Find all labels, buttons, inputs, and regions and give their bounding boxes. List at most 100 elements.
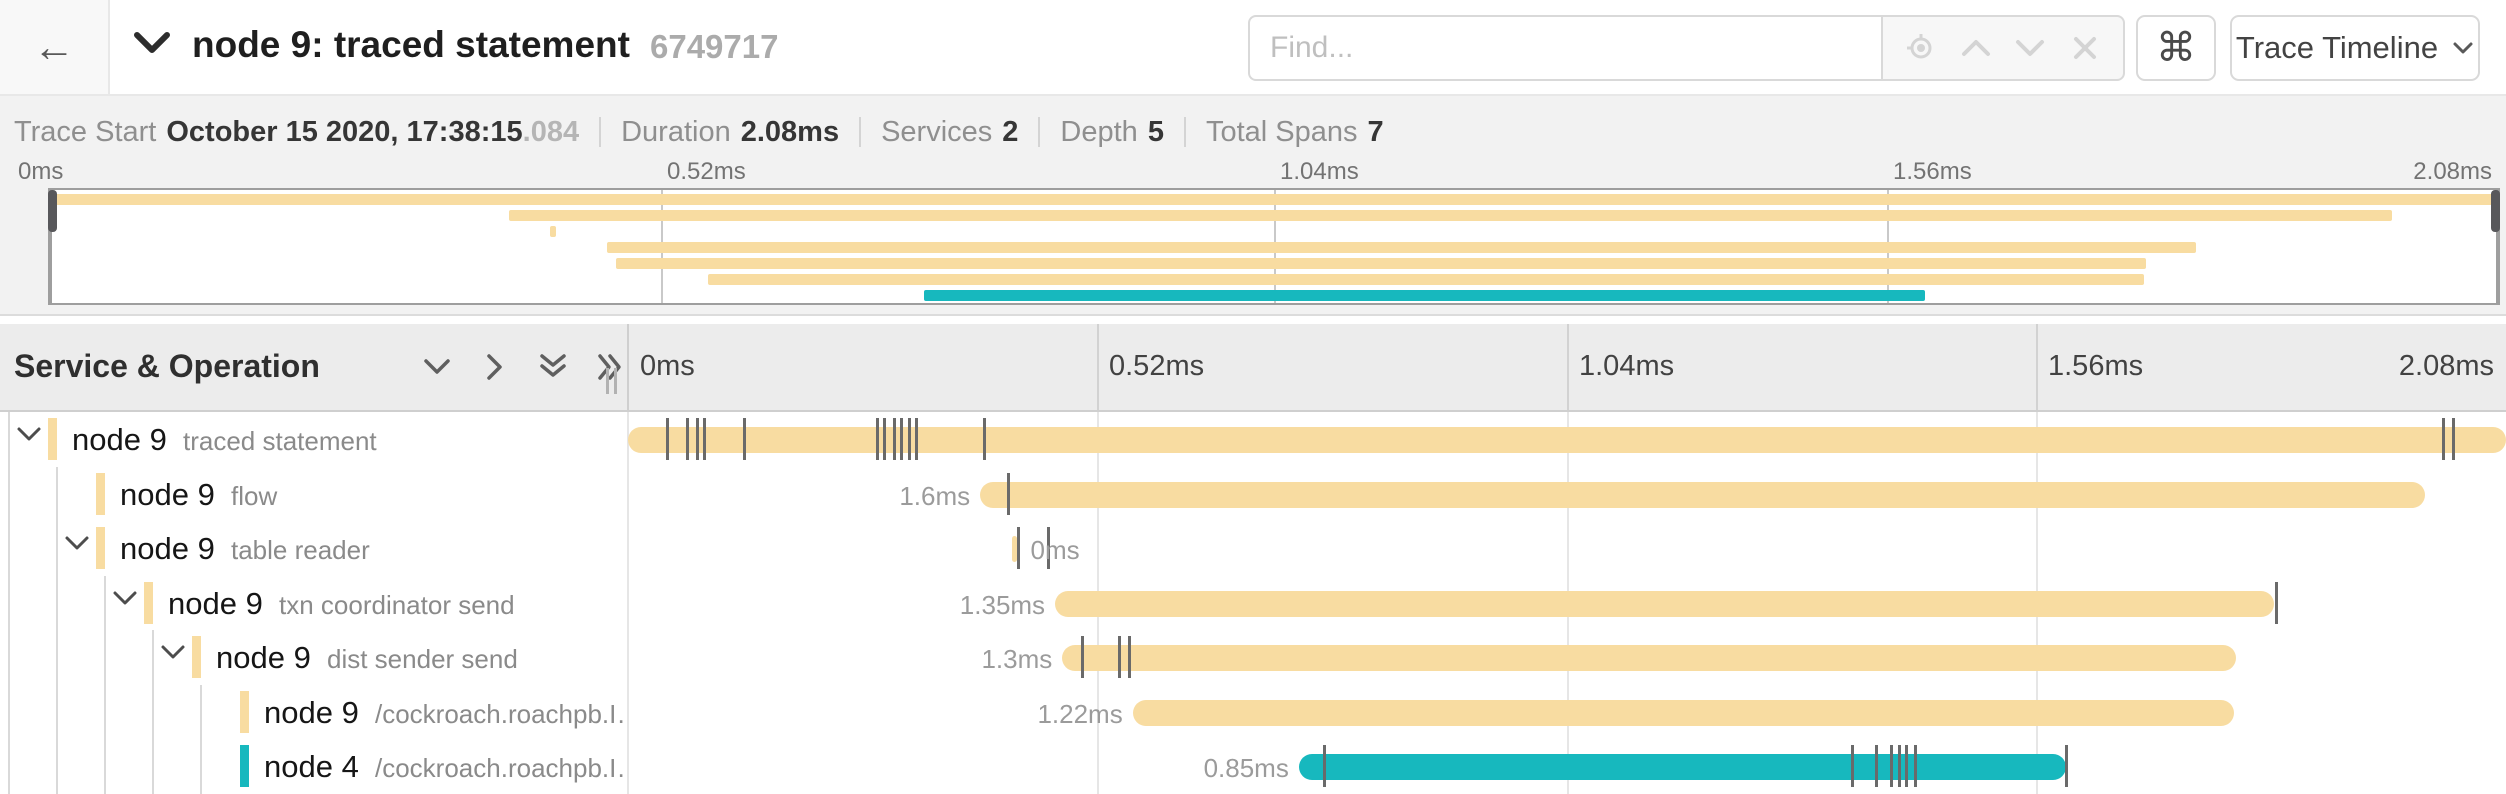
span-bar-cell[interactable]: 1.22ms: [628, 685, 2506, 740]
span-bar[interactable]: [980, 481, 2425, 508]
service-name: node 9: [168, 585, 263, 621]
timeline-minimap[interactable]: [48, 188, 2500, 305]
span-log-marker[interactable]: [665, 418, 669, 460]
operation-name: /cockroach.roachpb.I…: [375, 753, 628, 783]
span-name-cell[interactable]: node 9/cockroach.roachpb.I…: [0, 684, 628, 739]
span-log-marker[interactable]: [2064, 745, 2068, 787]
minimap-span-row: [50, 271, 2498, 287]
span-bar[interactable]: [628, 427, 2506, 453]
divider: [1183, 117, 1186, 147]
clear-search-icon[interactable]: [2068, 31, 2102, 65]
span-collapse-chevron-icon[interactable]: [16, 426, 42, 444]
span-name-cell[interactable]: node 4/cockroach.roachpb.I…: [0, 739, 628, 794]
tree-indent-guide: [200, 684, 202, 739]
span-log-marker[interactable]: [1914, 745, 1918, 787]
locate-icon[interactable]: [1904, 31, 1938, 65]
span-collapse-chevron-icon[interactable]: [64, 535, 90, 553]
collapse-all-icon[interactable]: [536, 350, 570, 384]
span-log-marker[interactable]: [1016, 527, 1020, 569]
span-name-cell[interactable]: node 9 flow: [0, 466, 628, 521]
span-bar[interactable]: [1132, 699, 2235, 726]
operation-name: txn coordinator send: [279, 589, 515, 620]
service-name: node 4: [264, 749, 359, 784]
collapse-one-icon[interactable]: [420, 350, 454, 384]
span-log-marker[interactable]: [1007, 472, 1011, 515]
span-log-marker[interactable]: [900, 418, 904, 460]
prev-result-icon[interactable]: [1959, 31, 1993, 65]
span-log-marker[interactable]: [1080, 636, 1084, 678]
span-rows-viewport: node 9 traced statement node 9 flow 1.6ms nod…: [0, 412, 2506, 794]
tree-indent-guide: [104, 739, 106, 794]
keyboard-shortcuts-button[interactable]: ⌘: [2136, 15, 2216, 81]
span-name-cell[interactable]: node 9 traced statement: [0, 412, 628, 467]
span-bar-cell[interactable]: 1.3ms: [628, 630, 2506, 685]
span-bar-cell[interactable]: 1.35ms: [628, 576, 2506, 631]
span-row[interactable]: node 9/cockroach.roachpb.I… 1.22ms: [0, 684, 2506, 740]
span-log-marker[interactable]: [703, 418, 707, 460]
span-log-marker[interactable]: [1118, 636, 1122, 678]
back-button[interactable]: ←: [0, 0, 110, 94]
span-bar[interactable]: [1062, 645, 2237, 671]
column-resizer-handle[interactable]: [606, 368, 617, 394]
tree-indent-guide: [152, 739, 154, 794]
span-row[interactable]: node 9 dist sender send 1.3ms: [0, 630, 2506, 685]
span-bar[interactable]: [1055, 590, 2274, 617]
column-divider: [627, 324, 629, 410]
span-bar[interactable]: [1011, 536, 1018, 562]
span-row[interactable]: node 9 table reader 0ms: [0, 521, 2506, 576]
span-log-marker[interactable]: [1046, 527, 1050, 569]
trace-view-selector[interactable]: Trace Timeline: [2230, 15, 2480, 81]
span-log-marker[interactable]: [1897, 745, 1901, 787]
span-bar-cell[interactable]: 1.6ms: [628, 467, 2506, 522]
span-log-marker[interactable]: [1322, 745, 1326, 787]
total-spans-value: 7: [1367, 115, 1384, 148]
span-row[interactable]: node 4/cockroach.roachpb.I… 0.85ms: [0, 739, 2506, 794]
span-log-marker[interactable]: [695, 418, 699, 460]
find-input[interactable]: [1248, 15, 1881, 81]
span-name-cell[interactable]: node 9 table reader: [0, 521, 628, 576]
span-bar-cell[interactable]: [628, 412, 2506, 467]
left-scrubber-line: [50, 190, 52, 303]
span-name-cell[interactable]: node 9 dist sender send: [0, 630, 628, 685]
span-log-marker[interactable]: [1905, 745, 1909, 787]
services-label: Services: [881, 115, 993, 148]
span-log-marker[interactable]: [907, 418, 911, 460]
span-log-marker[interactable]: [1890, 745, 1894, 787]
span-collapse-chevron-icon[interactable]: [160, 644, 186, 662]
span-log-marker[interactable]: [2275, 581, 2278, 624]
next-result-icon[interactable]: [2013, 31, 2047, 65]
span-log-marker[interactable]: [686, 418, 690, 460]
minimap-span-row: [50, 255, 2498, 271]
operation-name: table reader: [231, 535, 370, 565]
left-scrubber-handle[interactable]: [48, 190, 57, 232]
span-collapse-chevron-icon[interactable]: [112, 590, 138, 608]
service-color-bar: [240, 690, 249, 733]
span-row[interactable]: node 9 txn coordinator send 1.35ms: [0, 575, 2506, 631]
timeline-tick-label: 0ms: [640, 350, 695, 382]
span-log-marker[interactable]: [875, 418, 879, 460]
span-log-marker[interactable]: [1850, 745, 1854, 787]
span-bar-cell[interactable]: 0.85ms: [628, 739, 2506, 794]
span-log-marker[interactable]: [883, 418, 887, 460]
expand-all-icon[interactable]: [594, 350, 628, 384]
span-log-marker[interactable]: [1874, 745, 1878, 787]
span-row[interactable]: node 9 traced statement: [0, 412, 2506, 467]
span-bar-cell[interactable]: 0ms: [628, 521, 2506, 576]
span-row[interactable]: node 9 flow 1.6ms: [0, 466, 2506, 522]
span-duration-label: 0ms: [1030, 535, 1080, 565]
header-gridline: [1567, 324, 1569, 410]
expand-one-icon[interactable]: [478, 350, 512, 384]
right-scrubber-handle[interactable]: [2491, 190, 2500, 232]
span-log-marker[interactable]: [2451, 418, 2455, 460]
span-log-marker[interactable]: [2442, 418, 2446, 460]
span-log-marker[interactable]: [742, 418, 746, 460]
span-bar[interactable]: [1298, 754, 2067, 780]
service-color-bar: [48, 418, 57, 460]
trace-collapse-toggle[interactable]: [133, 30, 171, 56]
span-name-cell[interactable]: node 9 txn coordinator send: [0, 575, 628, 630]
span-log-marker[interactable]: [892, 418, 896, 460]
span-log-marker[interactable]: [1127, 636, 1131, 678]
span-log-marker[interactable]: [982, 418, 986, 460]
minimap-tick-label: 2.08ms: [2413, 158, 2492, 185]
span-log-marker[interactable]: [915, 418, 919, 460]
